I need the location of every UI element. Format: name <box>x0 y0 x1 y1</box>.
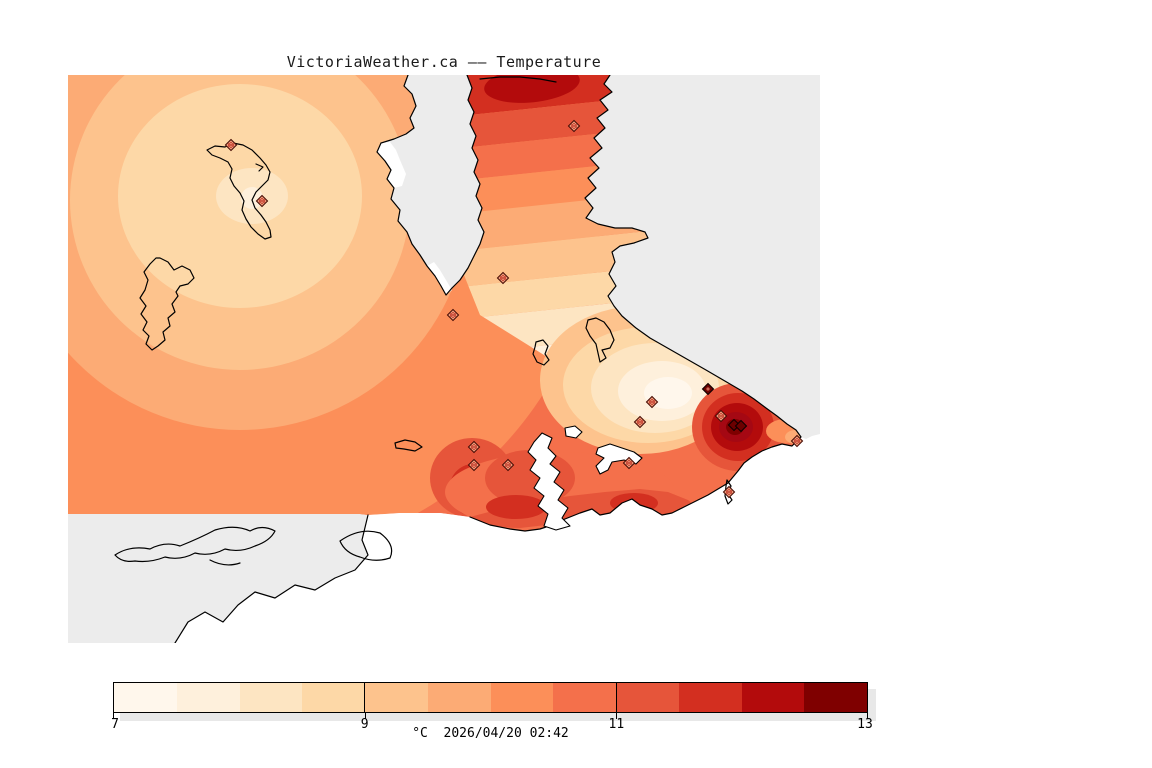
south-land-mask <box>175 434 820 643</box>
station-diamond <box>790 434 804 448</box>
station-diamond <box>722 485 736 499</box>
station-diamond <box>633 415 647 429</box>
station-diamond-dark <box>701 382 715 396</box>
station-diamond-dark <box>734 419 748 433</box>
colorbar-caption: °C 2026/04/20 02:42 <box>412 726 569 741</box>
temperature-colorbar <box>113 682 868 713</box>
coastlines <box>114 75 802 643</box>
colorbar-segment <box>239 683 303 712</box>
colorbar-segment <box>427 683 491 712</box>
colorbar-divider <box>364 682 365 713</box>
harbour-waters <box>527 425 643 531</box>
colorbar-segment <box>176 683 240 712</box>
colorbar-tick-label: 9 <box>360 717 369 732</box>
station-markers <box>224 119 804 499</box>
colorbar-tick-label: 11 <box>608 717 625 732</box>
haro-strait-water <box>585 75 820 430</box>
colorbar-segment <box>678 683 742 712</box>
station-diamond <box>224 138 238 152</box>
inlet-tip-sliver <box>427 262 452 295</box>
station-diamond <box>622 456 636 470</box>
station-diamond <box>467 440 481 454</box>
colorbar-segment <box>804 683 867 712</box>
colorbar-tick <box>113 713 114 719</box>
colorbar-segment <box>616 683 679 712</box>
colorbar-divider <box>616 682 617 713</box>
colorbar-tick-label: 7 <box>111 717 119 732</box>
saanich-inlet-water <box>377 75 484 295</box>
station-diamond <box>467 458 481 472</box>
colorbar-segment <box>741 683 805 712</box>
station-diamond <box>714 409 728 423</box>
station-diamond <box>255 194 269 208</box>
temperature-contour-map <box>68 75 820 643</box>
colorbar-segment <box>302 683 365 712</box>
colorbar-tick <box>616 713 618 719</box>
colorbar-segment <box>365 683 428 712</box>
inlet-shore-sliver <box>377 142 406 188</box>
station-diamond <box>446 308 460 322</box>
colorbar-segment <box>114 683 177 712</box>
colorbar-tick-label: 13 <box>857 717 873 732</box>
station-diamond <box>567 119 581 133</box>
station-diamond <box>501 458 515 472</box>
colorbar-tick <box>867 713 868 719</box>
station-diamond <box>496 271 510 285</box>
station-diamond <box>645 395 659 409</box>
colorbar-tick <box>364 713 366 719</box>
page-title: VictoriaWeather.ca —— Temperature <box>286 53 602 71</box>
colorbar-segment <box>490 683 554 712</box>
colorbar-segment <box>553 683 616 712</box>
